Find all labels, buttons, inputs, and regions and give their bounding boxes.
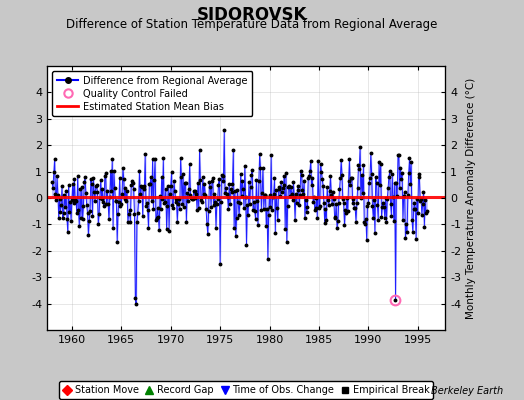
Legend: Station Move, Record Gap, Time of Obs. Change, Empirical Break: Station Move, Record Gap, Time of Obs. C… xyxy=(59,381,433,399)
Text: Difference of Station Temperature Data from Regional Average: Difference of Station Temperature Data f… xyxy=(66,18,437,31)
Text: SIDOROVSK: SIDOROVSK xyxy=(196,6,307,24)
Y-axis label: Monthly Temperature Anomaly Difference (°C): Monthly Temperature Anomaly Difference (… xyxy=(465,77,476,319)
Text: Berkeley Earth: Berkeley Earth xyxy=(431,386,503,396)
